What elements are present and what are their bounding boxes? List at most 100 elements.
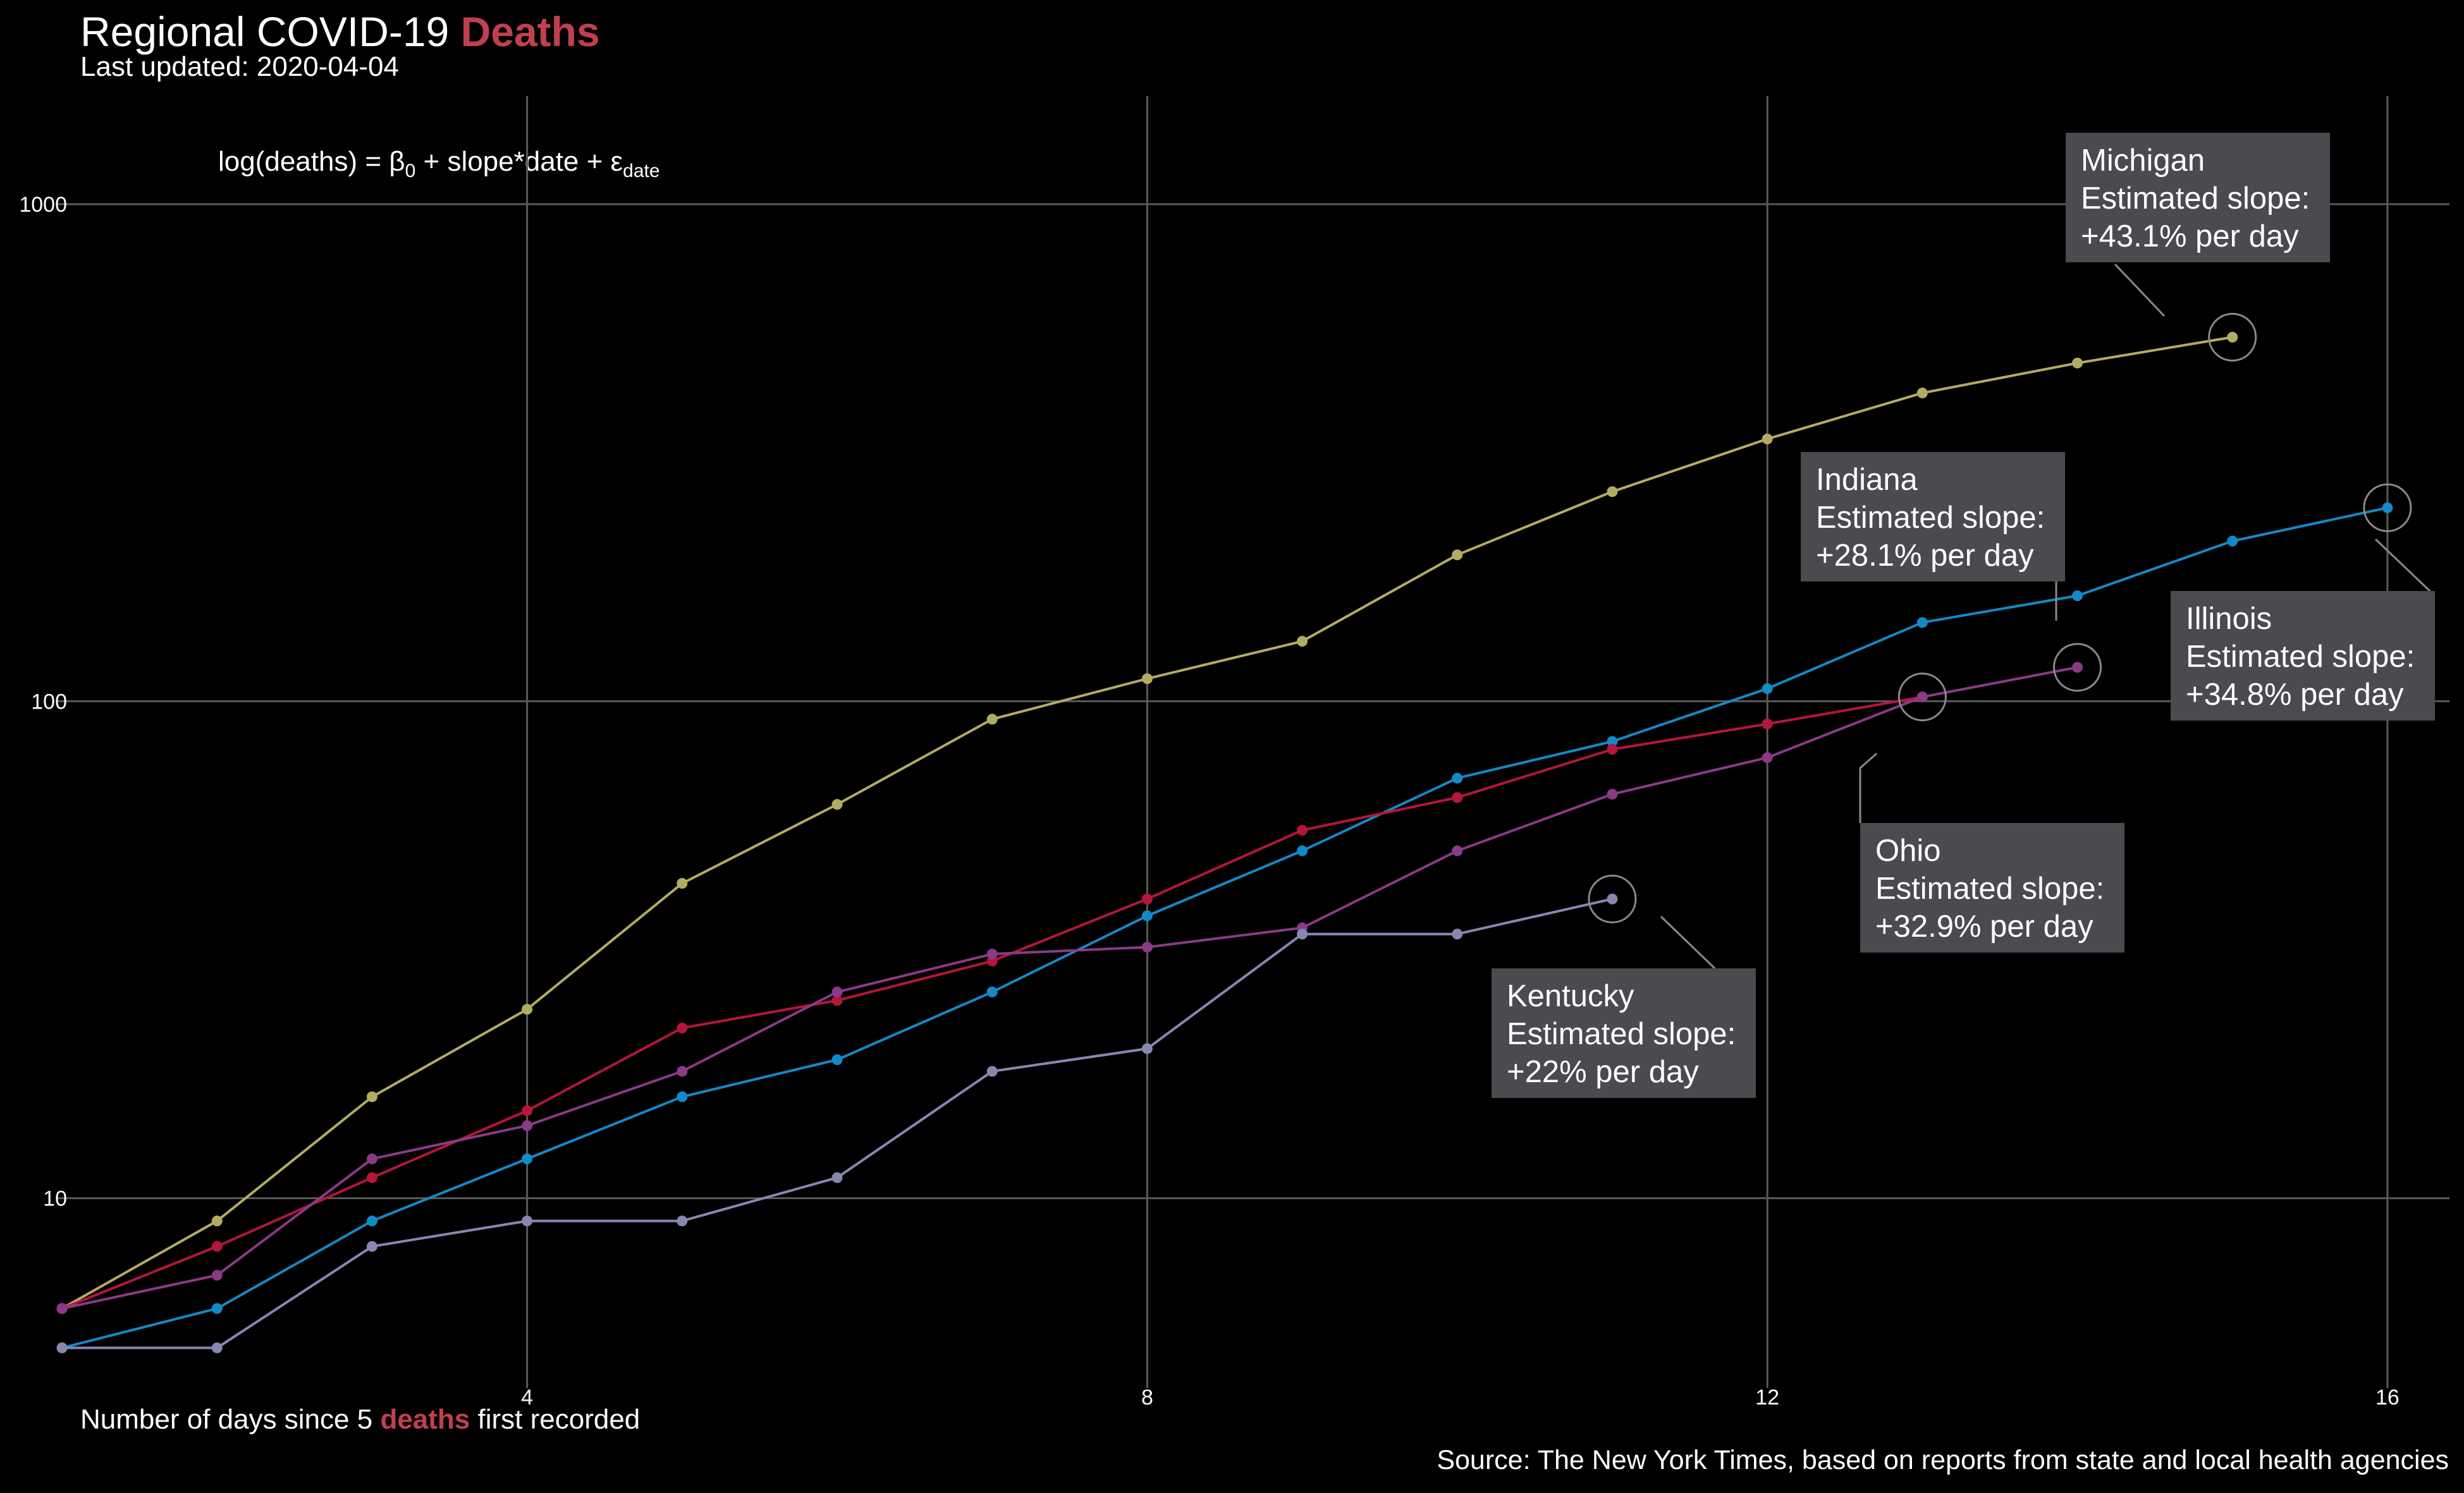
annotation-text-illinois: +34.8% per day xyxy=(2186,678,2404,712)
data-point-kentucky xyxy=(366,1241,377,1252)
data-point-kentucky xyxy=(677,1216,688,1227)
data-point-michigan xyxy=(677,878,688,889)
chart-title: Regional COVID-19 Deaths xyxy=(80,8,600,56)
data-point-ohio xyxy=(56,1303,68,1314)
grid-layer xyxy=(57,96,2449,1388)
data-point-ohio xyxy=(677,1066,688,1077)
annotation-text-michigan: Estimated slope: xyxy=(2081,181,2310,216)
data-point-michigan xyxy=(1762,433,1773,444)
data-point-illinois xyxy=(1141,910,1153,922)
data-point-ohio xyxy=(522,1120,533,1131)
data-point-illinois xyxy=(2382,502,2393,513)
data-point-ohio xyxy=(986,948,998,960)
data-point-kentucky xyxy=(1607,893,1618,905)
data-point-indiana xyxy=(522,1105,533,1116)
data-point-illinois xyxy=(1452,772,1463,784)
data-point-ohio xyxy=(2072,662,2083,673)
formula-equals: = xyxy=(357,146,389,177)
x-tick-label: 8 xyxy=(1141,1386,1153,1410)
data-point-indiana xyxy=(366,1172,377,1183)
data-point-illinois xyxy=(1607,736,1618,747)
y-tick-label: 1000 xyxy=(19,193,67,217)
series-line-kentucky xyxy=(62,898,1613,1350)
data-point-michigan xyxy=(986,714,998,725)
y-tick-label: 10 xyxy=(43,1187,67,1211)
x-axis-label-highlight: deaths xyxy=(380,1404,470,1435)
model-formula: log(deaths) = β0 + slope*date + εdate xyxy=(218,144,660,189)
formula-beta: β xyxy=(389,146,405,177)
annotation-box-indiana xyxy=(1801,452,2065,582)
data-point-ohio xyxy=(1916,692,1928,703)
data-point-ohio xyxy=(1141,941,1153,953)
highlight-ring-indiana xyxy=(1897,673,1947,722)
data-point-illinois xyxy=(831,1054,843,1065)
data-point-kentucky xyxy=(1141,1043,1153,1054)
data-point-michigan xyxy=(211,1216,223,1227)
annotation-text-kentucky: +22% per day xyxy=(1507,1055,1699,1089)
x-tick-label: 12 xyxy=(1755,1386,1779,1410)
highlight-ring-ohio xyxy=(2053,643,2102,692)
series-line-illinois xyxy=(61,506,2388,1350)
chart-subtitle: Last updated: 2020-04-04 xyxy=(80,51,399,82)
formula-beta-sub: 0 xyxy=(405,160,416,181)
data-point-kentucky xyxy=(211,1342,223,1353)
data-point-ohio xyxy=(1607,788,1618,800)
data-point-ohio xyxy=(1762,752,1773,764)
data-point-indiana xyxy=(677,1022,688,1033)
data-point-illinois xyxy=(2227,535,2238,547)
data-point-indiana xyxy=(1607,744,1618,755)
data-point-indiana xyxy=(1762,718,1773,729)
data-point-michigan xyxy=(1607,486,1618,497)
annotation-text-ohio: +32.9% per day xyxy=(1875,910,2093,944)
annotation-text-ohio: Estimated slope: xyxy=(1875,872,2104,906)
annotation-box-ohio xyxy=(1860,823,2124,953)
formula-epsilon: ε xyxy=(610,146,623,177)
data-point-kentucky xyxy=(1297,929,1308,940)
data-point-michigan xyxy=(831,799,843,810)
data-point-kentucky xyxy=(831,1172,843,1183)
data-point-illinois xyxy=(1297,845,1308,856)
annotation-text-michigan: Michigan xyxy=(2081,143,2205,178)
annotation-text-indiana: +28.1% per day xyxy=(1816,539,2034,573)
leader-line-michigan xyxy=(2114,263,2166,317)
data-point-illinois xyxy=(522,1153,533,1164)
data-point-illinois xyxy=(986,986,998,997)
formula-epsilon-sub: date xyxy=(623,160,660,181)
data-point-kentucky xyxy=(56,1342,68,1353)
data-point-michigan xyxy=(522,1004,533,1015)
highlight-ring-michigan xyxy=(2208,312,2257,362)
series-line-ohio xyxy=(61,666,2078,1310)
annotation-box-illinois xyxy=(2171,591,2435,721)
formula-middle: + slope*date + xyxy=(415,146,611,177)
data-point-michigan xyxy=(1297,636,1308,647)
y-tick-label: 100 xyxy=(31,690,67,714)
data-point-illinois xyxy=(1916,617,1928,628)
data-point-illinois xyxy=(366,1216,377,1227)
formula-lhs: log(deaths) xyxy=(218,146,358,177)
chart-title-highlight: Deaths xyxy=(460,8,600,55)
annotation-box-michigan xyxy=(2066,133,2330,262)
data-point-illinois xyxy=(1762,683,1773,694)
data-point-kentucky xyxy=(522,1216,533,1227)
data-point-illinois xyxy=(2072,590,2083,601)
x-axis-label: Number of days since 5 deaths first reco… xyxy=(80,1402,640,1437)
data-point-ohio xyxy=(366,1153,377,1164)
source-note: Source: The New York Times, based on rep… xyxy=(1437,1445,2449,1475)
data-point-ohio xyxy=(831,986,843,997)
data-point-indiana xyxy=(1452,792,1463,803)
annotation-box-kentucky xyxy=(1492,968,1756,1098)
leader-line-illinois xyxy=(2374,538,2431,592)
highlight-ring-kentucky xyxy=(1588,874,1637,923)
data-point-indiana xyxy=(831,995,843,1006)
leader-line-kentucky xyxy=(1660,915,1716,970)
data-point-ohio xyxy=(1452,845,1463,856)
annotation-text-michigan: +43.1% per day xyxy=(2081,219,2299,253)
annotation-text-illinois: Illinois xyxy=(2186,602,2272,636)
annotation-text-ohio: Ohio xyxy=(1875,834,1941,868)
x-tick-label: 16 xyxy=(2375,1386,2400,1410)
data-point-indiana xyxy=(1141,893,1153,905)
data-point-michigan xyxy=(366,1091,377,1102)
annotation-text-indiana: Indiana xyxy=(1816,463,1918,497)
